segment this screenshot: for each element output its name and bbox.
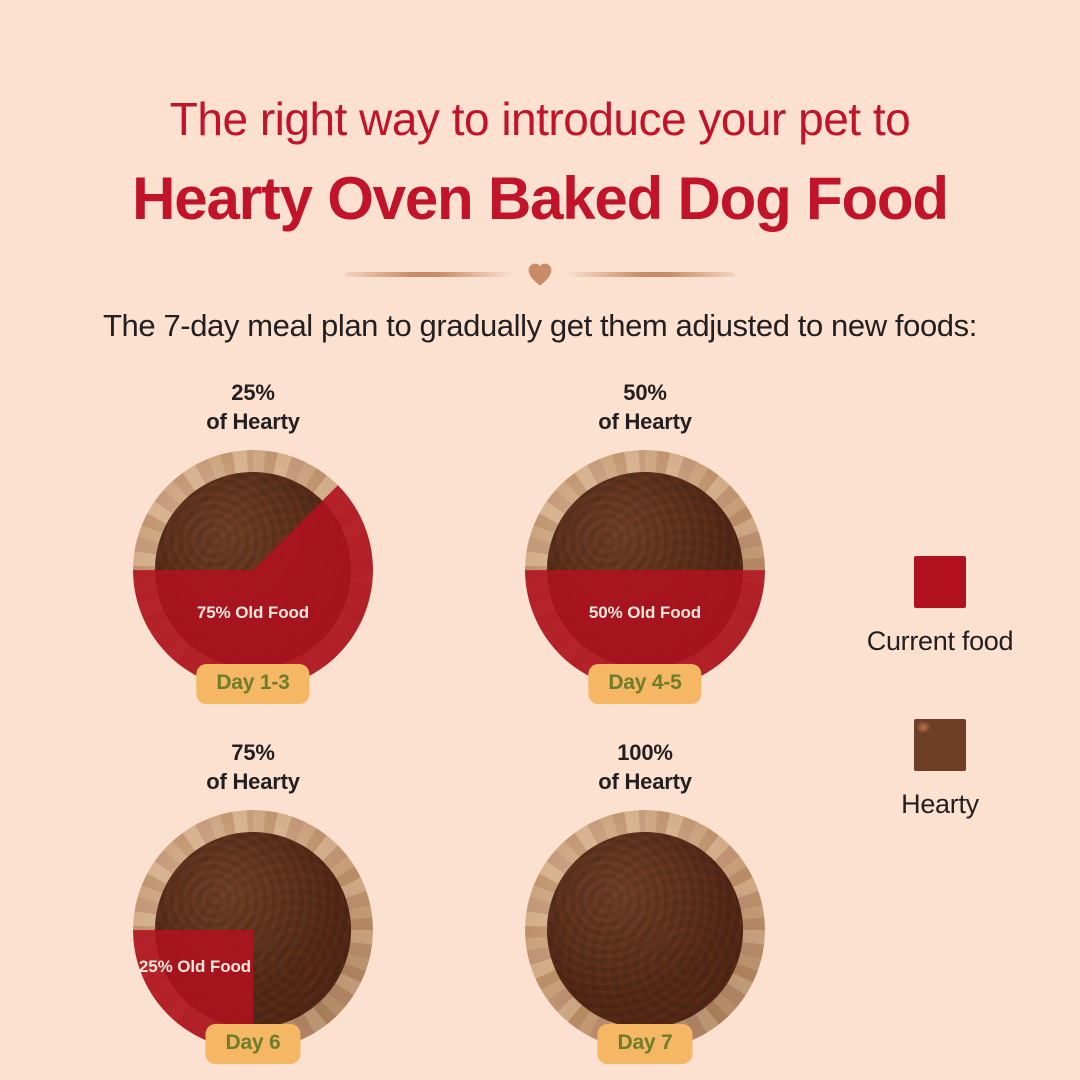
headline-line-1: The right way to introduce your pet to xyxy=(169,93,911,145)
bowl-card-day-1-3: 25% of Hearty 75% Old Food Day 1-3 xyxy=(103,378,403,705)
bowl-percent-3: 75% of Hearty xyxy=(103,738,403,796)
day-badge-2[interactable]: Day 4-5 xyxy=(588,664,702,705)
bowl-percent-1: 25% of Hearty xyxy=(103,378,403,436)
heart-icon xyxy=(528,263,552,286)
bowl-percent-value-4: 100% xyxy=(617,740,673,765)
subtitle: The 7-day meal plan to gradually get the… xyxy=(103,308,977,343)
legend-item-current-food: Current food xyxy=(830,556,1050,657)
bowl-percent-suffix-2: of Hearty xyxy=(598,409,692,435)
bowl-percent-suffix-1: of Hearty xyxy=(206,409,300,435)
kibble-square-swatch-icon xyxy=(914,719,966,771)
bowl-percent-suffix-4: of Hearty xyxy=(598,769,692,795)
bowl-graphic-3: 25% Old Food Day 6 xyxy=(133,810,373,1065)
bowl-card-day-6: 75% of Hearty 25% Old Food Day 6 xyxy=(103,738,403,1065)
bowl-percent-value-2: 50% xyxy=(623,380,667,405)
legend-label-hearty: Hearty xyxy=(901,789,979,819)
bowl-percent-value-3: 75% xyxy=(231,740,275,765)
divider-ornament xyxy=(0,256,1080,292)
bowl-percent-2: 50% of Hearty xyxy=(495,378,795,436)
bowl-image-4 xyxy=(525,810,765,1051)
day-badge-1[interactable]: Day 1-3 xyxy=(196,664,310,705)
bowl-image-2 xyxy=(525,450,765,691)
red-square-swatch-icon xyxy=(914,556,966,608)
day-badge-4[interactable]: Day 7 xyxy=(597,1024,693,1065)
legend-label-current-food: Current food xyxy=(866,626,1014,656)
bowl-percent-4: 100% of Hearty xyxy=(495,738,795,796)
kibble-fill-4 xyxy=(546,831,744,1029)
bowl-image-3 xyxy=(133,810,373,1051)
bowl-image-1 xyxy=(133,450,373,691)
bowl-card-day-4-5: 50% of Hearty 50% Old Food Day 4-5 xyxy=(495,378,795,705)
legend-item-hearty: Hearty xyxy=(830,719,1050,820)
headline-line-2: Hearty Oven Baked Dog Food xyxy=(132,165,949,232)
bowl-graphic-1: 75% Old Food Day 1-3 xyxy=(133,450,373,705)
bowl-percent-suffix-3: of Hearty xyxy=(206,769,300,795)
divider-line-right xyxy=(567,271,735,277)
bowl-graphic-4: Day 7 xyxy=(525,810,765,1065)
legend: Current food Hearty xyxy=(830,556,1050,820)
bowl-percent-value-1: 25% xyxy=(231,380,275,405)
bowl-graphic-2: 50% Old Food Day 4-5 xyxy=(525,450,765,705)
bowl-card-day-7: 100% of Hearty Day 7 xyxy=(495,738,795,1065)
day-badge-3[interactable]: Day 6 xyxy=(205,1024,301,1065)
divider-line-left xyxy=(345,271,513,277)
